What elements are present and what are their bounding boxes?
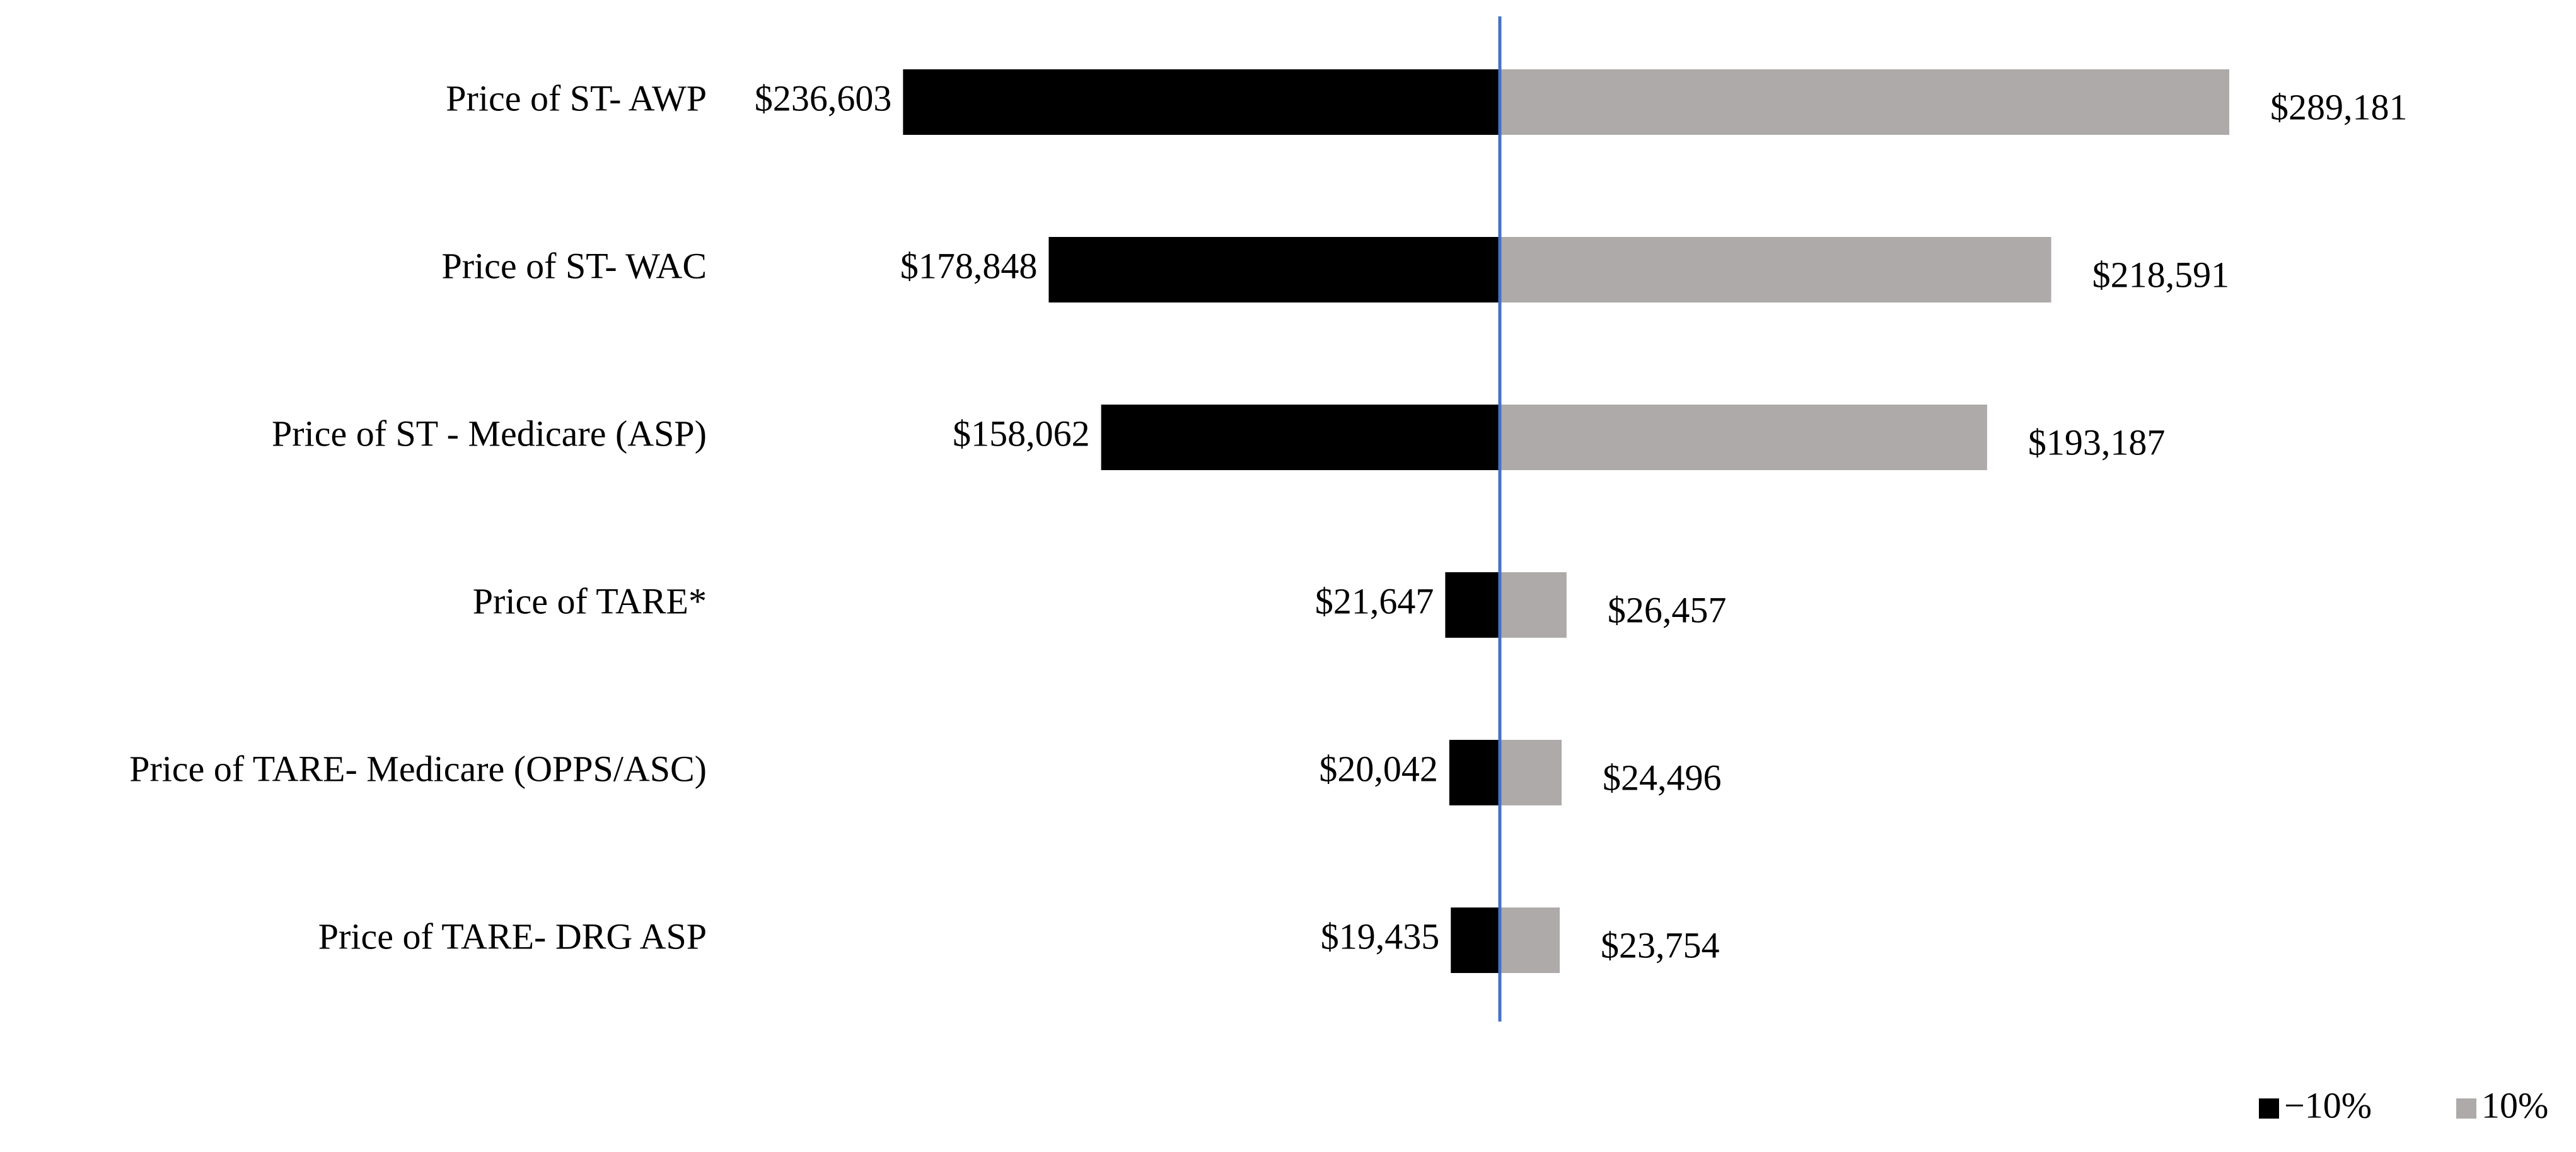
value-label: $24,496 bbox=[1603, 757, 1722, 798]
bar bbox=[1500, 69, 2229, 135]
bar bbox=[1445, 572, 1500, 638]
value-label: $236,603 bbox=[755, 78, 892, 118]
legend-swatch bbox=[2456, 1098, 2476, 1119]
value-label: $23,754 bbox=[1601, 924, 1720, 965]
value-label: $26,457 bbox=[1608, 589, 1727, 630]
bar bbox=[1500, 405, 1987, 470]
category-label: Price of ST- AWP bbox=[446, 78, 707, 118]
category-label: Price of ST - Medicare (ASP) bbox=[272, 413, 707, 454]
bar bbox=[1500, 740, 1562, 805]
category-label: Price of ST- WAC bbox=[442, 245, 707, 286]
value-label: $158,062 bbox=[953, 413, 1090, 454]
category-label: Price of TARE- DRG ASP bbox=[318, 916, 707, 957]
value-label: $218,591 bbox=[2092, 254, 2230, 295]
category-label: Price of TARE- Medicare (OPPS/ASC) bbox=[129, 748, 707, 789]
bar bbox=[1500, 572, 1567, 638]
value-label: $289,181 bbox=[2270, 86, 2408, 127]
value-label: $21,647 bbox=[1315, 580, 1434, 621]
legend-swatch bbox=[2259, 1098, 2279, 1119]
bar bbox=[1048, 237, 1500, 302]
value-label: $19,435 bbox=[1321, 916, 1440, 957]
bar bbox=[1451, 907, 1500, 973]
legend-label: 10% bbox=[2481, 1085, 2548, 1126]
value-label: $178,848 bbox=[900, 245, 1038, 286]
value-label: $193,187 bbox=[2028, 422, 2166, 463]
category-label: Price of TARE* bbox=[473, 580, 707, 621]
legend-label: −10% bbox=[2284, 1085, 2372, 1126]
bar bbox=[1101, 405, 1500, 470]
bar bbox=[903, 69, 1500, 135]
bar bbox=[1500, 237, 2051, 302]
value-label: $20,042 bbox=[1319, 748, 1438, 789]
bar bbox=[1500, 907, 1560, 973]
bar bbox=[1449, 740, 1500, 805]
